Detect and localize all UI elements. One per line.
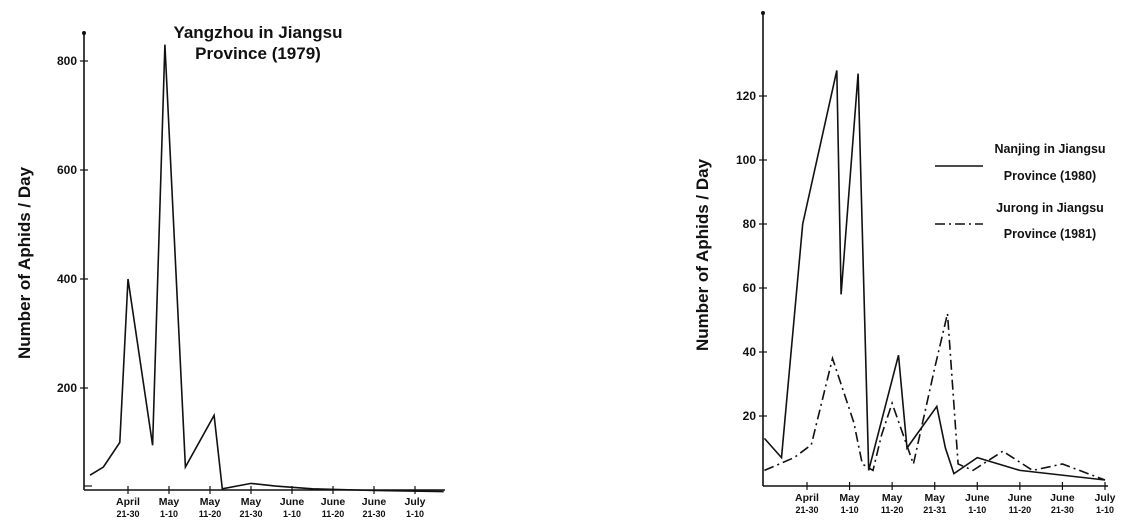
x-tick-label-month: June (280, 496, 305, 508)
x-tick-label-month: May (159, 496, 180, 508)
x-tick-label-month: May (924, 492, 945, 504)
y-tick-label: 20 (743, 409, 757, 423)
x-tick-label-range: 11-20 (322, 509, 345, 519)
x-tick-label-month: April (795, 492, 819, 504)
legend-label: Province (1980) (1004, 169, 1096, 183)
y-tick-label: 200 (57, 381, 77, 395)
y-axis-top-dot (761, 11, 765, 15)
chart-yangzhou-1979: 200400600800April21-30May1-10May11-20May… (15, 23, 445, 519)
legend-label: Nanjing in Jiangsu (994, 142, 1105, 156)
y-tick-label: 40 (743, 345, 757, 359)
x-tick-label-month: June (362, 496, 387, 508)
chart-title-line: Yangzhou in Jiangsu (173, 23, 342, 42)
x-tick-label-range: 21-30 (1051, 505, 1074, 515)
x-tick-label-range: 21-30 (362, 509, 385, 519)
x-tick-label-range: 21-30 (795, 505, 818, 515)
x-tick-label-range: 1-10 (1096, 505, 1114, 515)
y-tick-label: 800 (57, 54, 77, 68)
y-axis-label: Number of Aphids / Day (693, 158, 712, 351)
x-tick-label-range: 11-20 (881, 505, 904, 515)
x-tick-label-range: 1-10 (968, 505, 986, 515)
series-line-solid (89, 44, 444, 493)
x-tick-label-range: 11-20 (1009, 505, 1032, 515)
x-tick-label-month: May (882, 492, 903, 504)
series-line-dashdot (764, 313, 1106, 481)
x-tick-label-range: 11-20 (199, 509, 222, 519)
x-tick-label-month: May (241, 496, 262, 508)
y-tick-label: 80 (743, 217, 757, 231)
y-tick-label: 60 (743, 281, 757, 295)
y-axis-top-dot (82, 31, 86, 35)
x-tick-label-month: June (1008, 492, 1033, 504)
x-tick-label-range: 21-31 (923, 505, 946, 515)
y-tick-label: 120 (736, 89, 756, 103)
x-tick-label-range: 21-30 (116, 509, 139, 519)
x-tick-label-month: June (321, 496, 346, 508)
x-tick-label-range: 21-30 (239, 509, 262, 519)
x-tick-label-month: July (404, 496, 425, 508)
x-tick-label-month: June (1050, 492, 1075, 504)
legend-label: Province (1981) (1004, 227, 1096, 241)
x-tick-label-month: May (200, 496, 221, 508)
x-tick-label-month: July (1094, 492, 1115, 504)
chart-title-line: Province (1979) (195, 44, 321, 63)
x-tick-label-month: May (839, 492, 860, 504)
y-tick-label: 100 (736, 153, 756, 167)
x-tick-label-range: 1-10 (406, 509, 424, 519)
y-tick-label: 400 (57, 272, 77, 286)
y-axis-label: Number of Aphids / Day (15, 166, 34, 359)
x-tick-label-range: 1-10 (160, 509, 178, 519)
x-tick-label-month: April (116, 496, 140, 508)
legend-label: Jurong in Jiangsu (996, 201, 1104, 215)
x-tick-label-month: June (965, 492, 990, 504)
y-tick-label: 600 (57, 163, 77, 177)
series-line-solid (763, 70, 1106, 481)
x-tick-label-range: 1-10 (841, 505, 859, 515)
chart-nanjing-jurong: 20406080100120April21-30May1-10May11-20M… (693, 11, 1116, 515)
x-tick-label-range: 1-10 (283, 509, 301, 519)
